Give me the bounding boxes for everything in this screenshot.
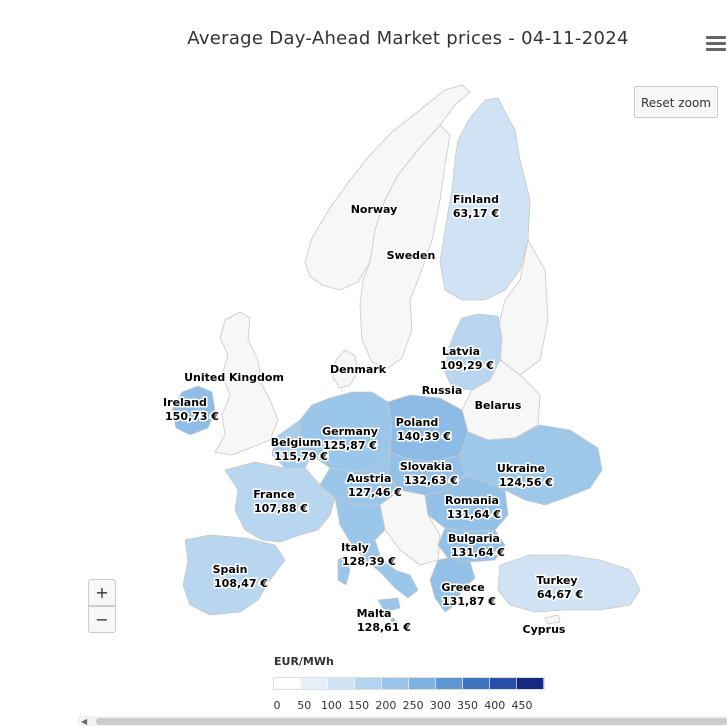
- country-bulgaria[interactable]: [437, 527, 506, 563]
- country-spain[interactable]: [182, 534, 286, 616]
- reset-zoom-button[interactable]: Reset zoom: [634, 86, 718, 118]
- label-slovakia-price: 132,63 €: [404, 474, 458, 487]
- legend-tick-label: 100: [320, 699, 342, 712]
- legend-swatch: [490, 678, 517, 689]
- label-poland: Poland: [396, 416, 439, 429]
- legend-tick-label: 350: [457, 699, 479, 712]
- label-latvia-price: 109,29 €: [440, 359, 494, 372]
- zoom-out-button[interactable]: −: [88, 606, 116, 633]
- scroll-left-icon[interactable]: ◀: [81, 717, 88, 726]
- legend-swatch: [301, 678, 328, 689]
- country-turkey[interactable]: [497, 554, 641, 613]
- label-slovakia: Slovakia: [400, 460, 452, 473]
- legend-tick-label: 0: [273, 699, 281, 712]
- label-belgium-price: 115,79 €: [274, 450, 328, 463]
- country-sicily[interactable]: [377, 597, 401, 613]
- label-romania-price: 131,64 €: [447, 508, 501, 521]
- hamburger-menu-icon[interactable]: [706, 36, 726, 54]
- country-romania[interactable]: [424, 474, 509, 533]
- label-italy: Italy: [341, 541, 369, 554]
- label-spain: Spain: [213, 563, 248, 576]
- legend-swatch: [274, 678, 301, 689]
- label-austria: Austria: [347, 472, 392, 485]
- label-germany: Germany: [322, 425, 378, 438]
- country-uk[interactable]: [214, 311, 279, 456]
- label-austria-price: 127,46 €: [348, 486, 402, 499]
- country-ireland[interactable]: [171, 385, 216, 436]
- legend-swatch: [517, 678, 544, 689]
- label-germany-price: 125,87 €: [323, 439, 377, 452]
- label-latvia: Latvia: [442, 345, 480, 358]
- country-italy[interactable]: [334, 497, 419, 599]
- label-greece-price: 131,87 €: [442, 595, 496, 608]
- label-ireland: Ireland: [163, 396, 207, 409]
- country-malta[interactable]: [390, 617, 396, 623]
- label-cyprus: Cyprus: [523, 623, 566, 636]
- legend-tick-label: 50: [297, 699, 312, 712]
- legend-swatch: [328, 678, 355, 689]
- chart-title: Average Day-Ahead Market prices - 04-11-…: [187, 28, 629, 49]
- label-turkey-price: 64,67 €: [537, 588, 583, 601]
- legend-swatch: [355, 678, 382, 689]
- country-finland[interactable]: [439, 97, 531, 301]
- legend-tick-label: 150: [348, 699, 370, 712]
- country-cyprus[interactable]: [544, 614, 561, 625]
- label-greece: Greece: [441, 581, 484, 594]
- legend-swatch: [463, 678, 490, 689]
- label-bulgaria: Bulgaria: [448, 532, 500, 545]
- legend-tick-label: 400: [484, 699, 506, 712]
- label-ukraine-price: 124,56 €: [499, 476, 553, 489]
- label-spain-price: 108,47 €: [214, 577, 268, 590]
- legend-tick-label: 450: [511, 699, 533, 712]
- legend-color-scale: [273, 677, 545, 690]
- country-greece[interactable]: [429, 557, 476, 613]
- legend-ticks: 0 50 100 150 200 250 300 350 400 450: [273, 699, 545, 713]
- label-norway: Norway: [351, 203, 398, 216]
- country-balkans[interactable]: [379, 489, 441, 566]
- label-italy-price: 128,39 €: [342, 555, 396, 568]
- country-sweden[interactable]: [359, 124, 451, 369]
- legend-title: EUR/MWh: [274, 655, 334, 668]
- label-russia: Russia: [422, 384, 463, 397]
- scrollbar-thumb[interactable]: [96, 718, 727, 725]
- label-uk: United Kingdom: [184, 371, 284, 384]
- label-poland-price: 140,39 €: [397, 430, 451, 443]
- horizontal-scrollbar[interactable]: ◀: [78, 716, 727, 726]
- legend-swatch: [436, 678, 463, 689]
- label-romania: Romania: [445, 494, 499, 507]
- label-ireland-price: 150,73 €: [165, 410, 219, 423]
- label-finland-price: 63,17 €: [453, 207, 499, 220]
- legend-tick-label: 200: [375, 699, 397, 712]
- country-belgium[interactable]: [271, 419, 313, 469]
- label-turkey: Turkey: [536, 574, 577, 587]
- label-finland: Finland: [453, 193, 499, 206]
- country-sardinia[interactable]: [337, 554, 351, 586]
- label-belarus: Belarus: [475, 399, 522, 412]
- legend-tick-label: 250: [402, 699, 424, 712]
- label-bulgaria-price: 131,64 €: [451, 546, 505, 559]
- label-belgium: Belgium: [271, 436, 322, 449]
- zoom-in-button[interactable]: +: [88, 579, 116, 606]
- legend-swatch: [382, 678, 409, 689]
- label-malta-price: 128,61 €: [357, 621, 411, 634]
- label-denmark: Denmark: [330, 363, 387, 376]
- label-france: France: [253, 488, 294, 501]
- label-sweden: Sweden: [387, 249, 436, 262]
- country-denmark[interactable]: [332, 349, 359, 389]
- label-ukraine: Ukraine: [497, 462, 545, 475]
- label-france-price: 107,88 €: [254, 502, 308, 515]
- label-malta: Malta: [357, 607, 392, 620]
- legend-swatch: [409, 678, 436, 689]
- country-france[interactable]: [224, 461, 336, 543]
- country-norway[interactable]: [304, 84, 471, 291]
- legend-tick-label: 300: [429, 699, 451, 712]
